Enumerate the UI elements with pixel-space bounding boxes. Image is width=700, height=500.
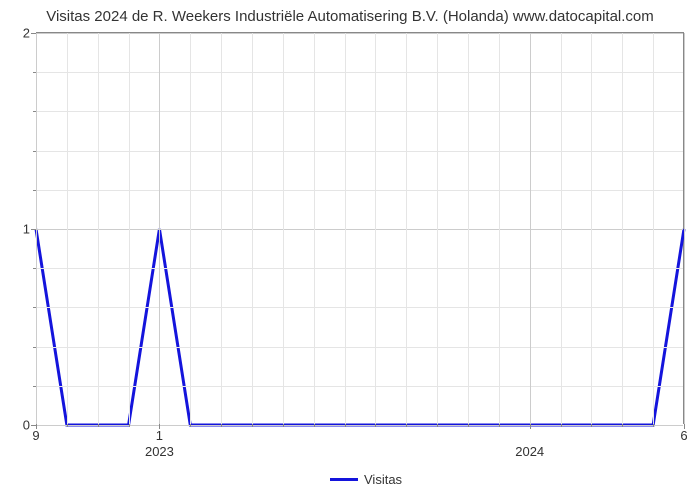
gridline-x-minor — [437, 33, 438, 424]
xtick-mark — [252, 424, 253, 427]
gridline-x-minor — [499, 33, 500, 424]
gridline-y-minor — [36, 190, 683, 191]
plot-area: 01291620232024 — [36, 32, 684, 424]
xtick-mark — [283, 424, 284, 427]
gridline-x-minor — [283, 33, 284, 424]
gridline-y-major — [36, 33, 683, 34]
gridline-x-minor — [314, 33, 315, 424]
xtick-mark — [468, 424, 469, 427]
xtick-mark — [98, 424, 99, 427]
xtick-mark — [375, 424, 376, 427]
xgroup-label: 2024 — [515, 424, 544, 459]
xtick-mark — [345, 424, 346, 427]
gridline-x-minor — [591, 33, 592, 424]
xtick-mark — [129, 424, 130, 427]
gridline-x-minor — [98, 33, 99, 424]
gridline-y-minor — [36, 386, 683, 387]
gridline-x-minor — [468, 33, 469, 424]
xtick-mark — [67, 424, 68, 427]
legend-label: Visitas — [364, 472, 402, 487]
gridline-y-minor — [36, 347, 683, 348]
xgroup-label: 2023 — [145, 424, 174, 459]
xtick-label: 9 — [32, 424, 39, 443]
gridline-x-minor — [406, 33, 407, 424]
xtick-label: 6 — [680, 424, 687, 443]
gridline-y-minor — [36, 268, 683, 269]
chart-container: Visitas 2024 de R. Weekers Industriële A… — [0, 0, 700, 500]
xtick-mark — [591, 424, 592, 427]
gridline-x-minor — [252, 33, 253, 424]
gridline-x-major — [684, 33, 685, 424]
legend: Visitas — [330, 472, 402, 487]
xtick-mark — [221, 424, 222, 427]
gridline-x-minor — [221, 33, 222, 424]
gridline-y-major — [36, 425, 683, 426]
gridline-x-major — [36, 33, 37, 424]
xtick-mark — [499, 424, 500, 427]
gridline-y-major — [36, 229, 683, 230]
gridline-y-minor — [36, 111, 683, 112]
gridline-x-minor — [653, 33, 654, 424]
chart-title: Visitas 2024 de R. Weekers Industriële A… — [0, 8, 700, 25]
xtick-mark — [653, 424, 654, 427]
gridline-x-minor — [622, 33, 623, 424]
gridline-x-minor — [561, 33, 562, 424]
legend-swatch — [330, 478, 358, 481]
gridline-x-major — [530, 33, 531, 424]
gridline-x-minor — [345, 33, 346, 424]
xtick-mark — [622, 424, 623, 427]
gridline-y-minor — [36, 307, 683, 308]
gridline-x-minor — [67, 33, 68, 424]
gridline-x-minor — [375, 33, 376, 424]
series-line — [36, 229, 684, 425]
xtick-mark — [406, 424, 407, 427]
gridline-y-minor — [36, 72, 683, 73]
xtick-mark — [437, 424, 438, 427]
gridline-x-minor — [190, 33, 191, 424]
gridline-x-minor — [129, 33, 130, 424]
gridline-x-major — [159, 33, 160, 424]
xtick-mark — [314, 424, 315, 427]
xtick-mark — [561, 424, 562, 427]
xtick-mark — [190, 424, 191, 427]
gridline-y-minor — [36, 151, 683, 152]
